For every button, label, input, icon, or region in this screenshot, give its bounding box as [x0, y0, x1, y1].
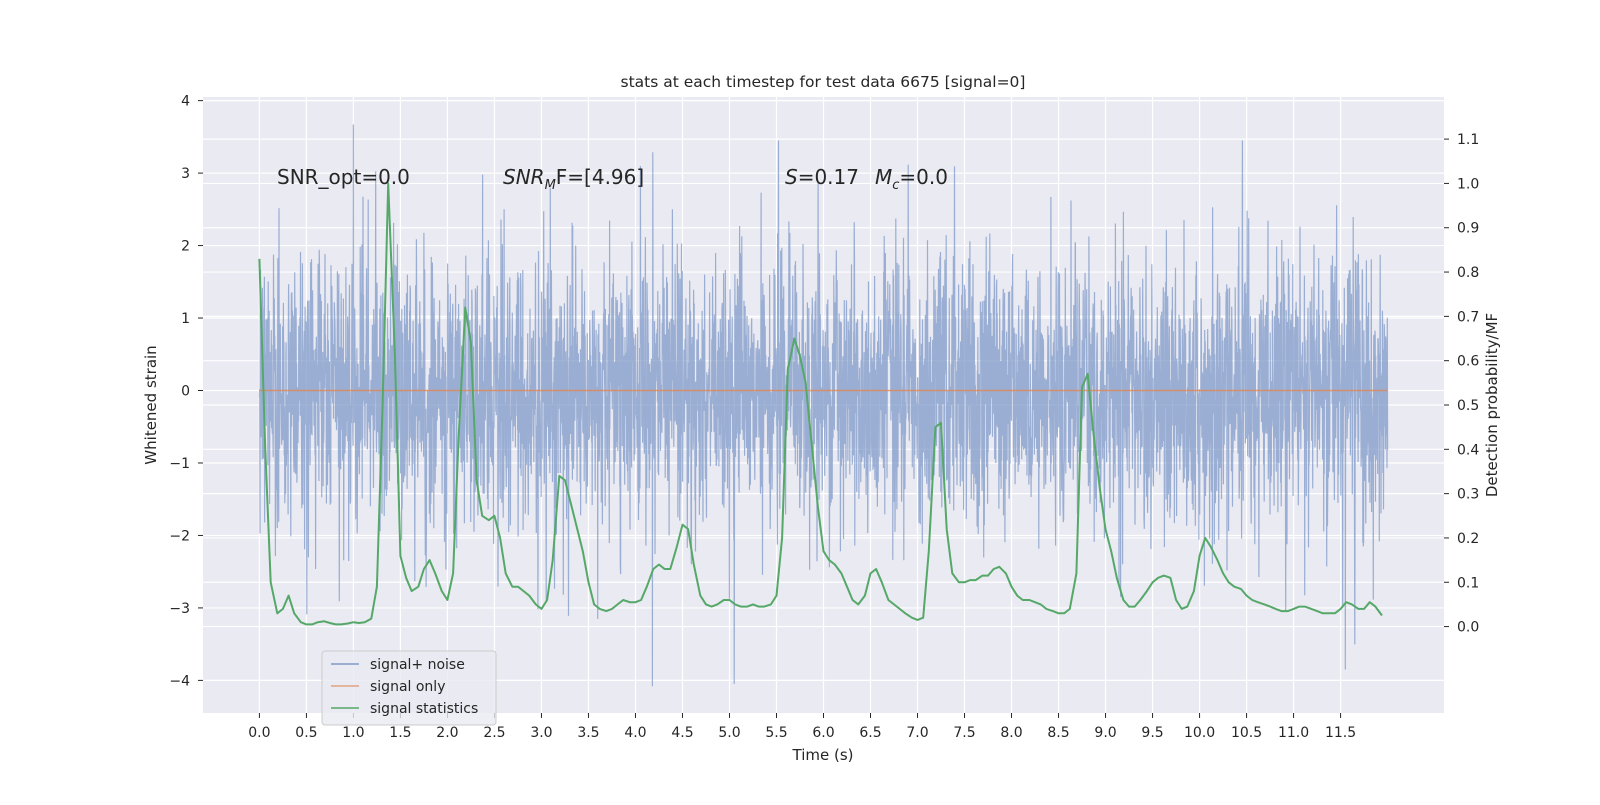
right-y-tick-label: 0.0	[1457, 620, 1479, 636]
s-variable: S	[785, 165, 798, 189]
chart-title: stats at each timestep for test data 667…	[621, 73, 1026, 91]
right-y-tick-label: 0.2	[1457, 531, 1479, 547]
mc-value: =0.0	[899, 165, 948, 189]
x-axis-ticks: 0.0 0.5 1.0 1.5 2.0 2.5 3.0 3.5 4.0 4.5 5.0 5.5 6.0 6…	[248, 713, 1356, 741]
right-y-tick-label: 0.7	[1457, 309, 1479, 325]
right-y-tick-label: 1.0	[1457, 176, 1479, 192]
left-y-axis-label: Whitened strain	[142, 345, 160, 464]
right-y-tick-label: 0.3	[1457, 487, 1479, 503]
x-tick-label: 5.5	[765, 725, 787, 741]
left-y-tick-label: −3	[169, 601, 190, 617]
left-y-tick-label: 1	[181, 311, 190, 327]
signal-plus-noise-line	[258, 124, 1389, 687]
snr-mf-suffix: F=[4.96]	[556, 165, 644, 189]
x-tick-label: 7.0	[906, 725, 928, 741]
x-tick-label: 11.0	[1278, 725, 1309, 741]
x-tick-label: 0.0	[248, 725, 270, 741]
signal-statistics-line	[258, 182, 1383, 626]
x-tick-label: 7.5	[953, 725, 975, 741]
x-tick-label: 1.5	[389, 725, 411, 741]
x-tick-label: 3.0	[530, 725, 552, 741]
x-tick-label: 0.5	[295, 725, 317, 741]
x-tick-label: 4.5	[671, 725, 693, 741]
snr-mf-prefix: SNR	[503, 165, 545, 189]
right-y-tick-label: 0.6	[1457, 354, 1479, 370]
x-tick-label: 8.5	[1047, 725, 1069, 741]
mc-subscript: c	[892, 178, 899, 193]
mc-variable: M	[875, 165, 892, 189]
annotation-snr-opt: SNR_opt=0.0	[277, 165, 410, 189]
right-y-tick-label: 0.5	[1457, 398, 1479, 414]
left-y-tick-label: 2	[181, 239, 190, 255]
legend-label-signal-plus-noise: signal+ noise	[370, 657, 465, 673]
left-y-tick-label: −2	[169, 528, 190, 544]
legend-box	[321, 650, 497, 726]
left-y-axis-ticks: 4 3 2 1 0 −1 −2 −3 −4	[169, 94, 203, 689]
x-tick-label: 10.5	[1231, 725, 1262, 741]
x-tick-label: 11.5	[1325, 725, 1356, 741]
left-y-tick-label: 0	[181, 384, 190, 400]
x-tick-label: 10.0	[1184, 725, 1215, 741]
x-tick-label: 5.0	[718, 725, 740, 741]
right-y-axis-label: Detection probability/MF	[1483, 313, 1501, 497]
right-y-tick-label: 0.8	[1457, 265, 1479, 281]
legend-label-signal-only: signal only	[370, 679, 445, 695]
x-tick-label: 9.5	[1141, 725, 1163, 741]
legend: signal+ noise signal only signal statist…	[321, 650, 497, 726]
x-tick-label: 1.0	[342, 725, 364, 741]
x-tick-label: 4.0	[624, 725, 646, 741]
x-tick-label: 6.5	[859, 725, 881, 741]
x-tick-label: 3.5	[577, 725, 599, 741]
right-y-tick-label: 0.1	[1457, 575, 1479, 591]
right-y-axis-ticks: 1.1 1.0 0.9 0.8 0.7 0.6 0.5 0.4 0.3 0.2 0.1 0.0	[1444, 132, 1479, 636]
left-y-tick-label: −1	[169, 456, 190, 472]
right-y-tick-label: 0.4	[1457, 442, 1479, 458]
left-y-tick-label: 4	[181, 94, 190, 110]
left-y-tick-label: 3	[181, 166, 190, 182]
x-tick-label: 6.0	[812, 725, 834, 741]
x-tick-label: 2.0	[436, 725, 458, 741]
snr-mf-subscript: M	[545, 178, 556, 193]
right-y-tick-label: 0.9	[1457, 221, 1479, 237]
x-tick-label: 2.5	[483, 725, 505, 741]
annotation-snr-mf: SNRMF=[4.96]	[503, 165, 644, 193]
legend-label-signal-statistics: signal statistics	[370, 701, 478, 717]
x-axis-label: Time (s)	[792, 746, 854, 764]
s-value: =0.17	[798, 165, 859, 189]
x-tick-label: 8.0	[1000, 725, 1022, 741]
series-signal-plus-noise	[258, 124, 1389, 687]
left-y-tick-label: −4	[169, 673, 190, 689]
x-tick-label: 9.0	[1094, 725, 1116, 741]
right-y-tick-label: 1.1	[1457, 132, 1479, 148]
annotation-s-mc: S=0.17 Mc=0.0	[785, 165, 948, 193]
series-signal-statistics	[258, 182, 1383, 626]
